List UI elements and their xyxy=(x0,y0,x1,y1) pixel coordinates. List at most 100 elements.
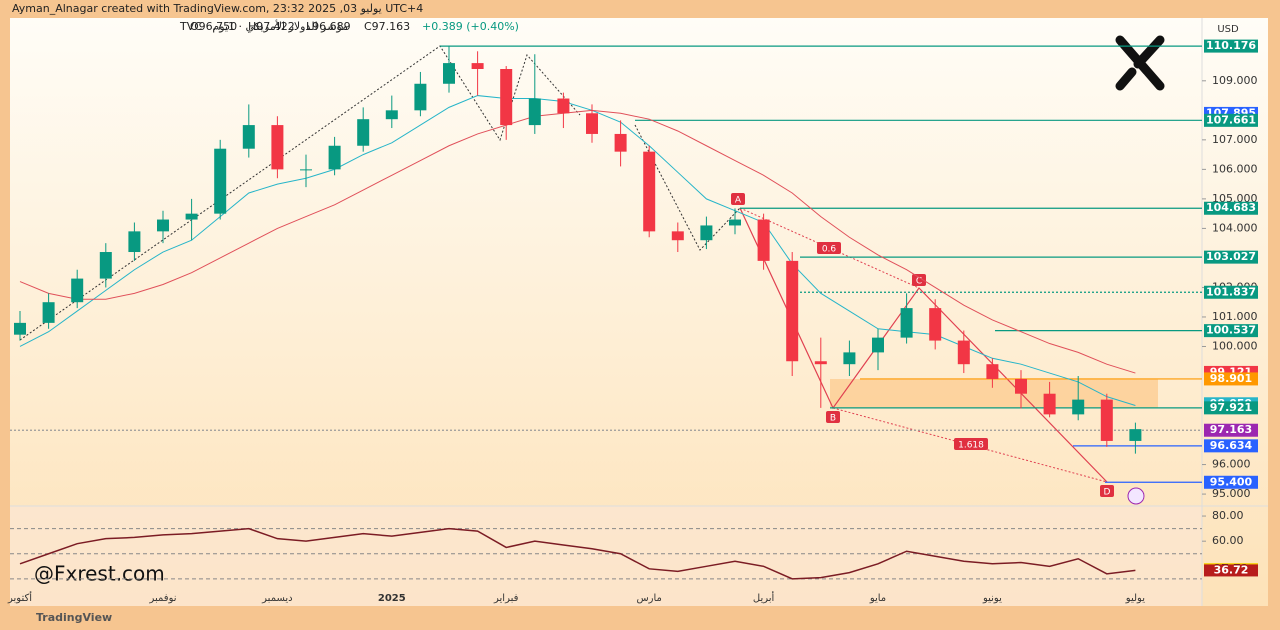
candle-body xyxy=(14,322,26,335)
chart-title: مؤشر الدولار الأمريكي · 1يوم · TVC xyxy=(179,19,348,33)
x-tick-label: يونيو xyxy=(982,593,1002,604)
candle-body xyxy=(843,352,856,365)
rsi-tick-label: 80.00 xyxy=(1212,509,1244,522)
candle-body xyxy=(71,278,84,303)
label-box xyxy=(1100,485,1114,497)
pattern-label: A xyxy=(735,196,742,206)
candle-body xyxy=(271,125,284,170)
trend-line xyxy=(19,45,581,341)
x-tick-label: مارس xyxy=(636,593,661,604)
x-tick-label: فبراير xyxy=(493,593,519,604)
ohlc-value: C97.163 xyxy=(364,20,410,33)
label-box xyxy=(817,242,841,254)
candle-body xyxy=(1043,393,1056,415)
candle-body xyxy=(443,63,455,84)
level-label-box xyxy=(1204,401,1258,415)
level-label: 103.027 xyxy=(1206,250,1256,263)
y-tick-label: 104.000 xyxy=(1212,221,1258,234)
currency: USD xyxy=(1217,24,1239,35)
candle-body xyxy=(929,308,942,341)
x-tick-label: مايو xyxy=(869,593,886,604)
level-label-box xyxy=(1204,439,1258,453)
candle-body xyxy=(500,69,513,126)
level-label-box xyxy=(1204,423,1258,437)
candle-body xyxy=(700,225,713,241)
candle-body xyxy=(1129,429,1142,441)
candle-body xyxy=(814,361,827,365)
credit: Ayman_Alnagar created with TradingView.c… xyxy=(12,2,423,15)
rsi-line xyxy=(19,527,1136,580)
trend-line xyxy=(634,124,741,251)
level-label-box xyxy=(1204,201,1258,215)
watermark: @Fxrest.com xyxy=(34,562,165,586)
candle-body xyxy=(586,113,598,134)
candle-body xyxy=(300,169,312,171)
candle-body xyxy=(757,219,770,261)
candle-body xyxy=(1100,399,1113,441)
candle-body xyxy=(414,83,427,111)
candle-body xyxy=(357,119,370,146)
level-label: 107.661 xyxy=(1206,113,1256,126)
y-tick-label: 95.000 xyxy=(1212,487,1251,500)
candle-body xyxy=(557,98,570,114)
level-label-box xyxy=(1204,113,1258,127)
y-tick-label: 109.000 xyxy=(1212,74,1258,87)
pattern-label: B xyxy=(830,414,836,424)
level-label-box xyxy=(1204,39,1258,53)
x-tick-label: يوليو xyxy=(1125,593,1145,604)
moving-average xyxy=(19,95,1136,406)
ratio-label: 0.6 xyxy=(822,245,837,255)
y-tick-label: 105.000 xyxy=(1212,192,1258,205)
level-label-box xyxy=(1204,324,1258,338)
rsi-tick-label: 60.00 xyxy=(1212,534,1244,547)
candle-body xyxy=(185,213,198,220)
brand: TradingView xyxy=(36,611,112,624)
candle-body xyxy=(328,145,341,170)
pattern-label: D xyxy=(1104,488,1111,498)
rsi-label-box xyxy=(1204,564,1258,577)
y-tick-label: 101.000 xyxy=(1212,310,1258,323)
level-label: 98.901 xyxy=(1210,372,1252,385)
level-label: 104.683 xyxy=(1206,201,1256,214)
candle-body xyxy=(42,302,55,323)
y-tick-label: 100.000 xyxy=(1212,339,1258,352)
candle-body xyxy=(643,151,656,232)
level-label: 95.400 xyxy=(1210,475,1253,488)
alert-icon[interactable] xyxy=(1127,487,1145,505)
candle-body xyxy=(614,133,627,152)
level-label: 97.921 xyxy=(1210,401,1252,414)
level-label-box xyxy=(1204,285,1258,299)
ratio-label: 1.618 xyxy=(958,441,984,451)
pattern-label: C xyxy=(916,277,922,287)
y-tick-label: 96.000 xyxy=(1212,458,1251,471)
ohlc-value: L96.689 xyxy=(306,20,351,33)
y-tick-label: 106.000 xyxy=(1212,162,1258,175)
level-label-box xyxy=(1204,250,1258,264)
candle-body xyxy=(385,110,398,120)
label-box xyxy=(912,274,926,286)
level-label-box xyxy=(1204,372,1258,386)
candle-body xyxy=(957,340,970,365)
level-label-box xyxy=(1204,475,1258,489)
level-label: 110.176 xyxy=(1206,39,1256,52)
candle-body xyxy=(471,63,484,70)
candle-body xyxy=(157,219,169,232)
x-tick-label: ديسمبر xyxy=(261,593,292,604)
harmonic-ratio xyxy=(739,207,920,289)
candle-body xyxy=(986,364,999,379)
x-tick-label: أكتوبر xyxy=(7,591,32,604)
ohlc-value: H97.422 xyxy=(248,20,295,33)
candle-body xyxy=(242,125,255,149)
x-tick-label: أبريل xyxy=(753,591,775,604)
candle-body xyxy=(1072,399,1085,415)
candle-body xyxy=(872,337,884,353)
ohlc-value: O96.750 xyxy=(190,20,237,33)
candle-body xyxy=(128,231,141,253)
level-label: 96.634 xyxy=(1210,439,1253,452)
level-label: 100.537 xyxy=(1206,324,1256,337)
rsi-label: 36.72 xyxy=(1214,563,1249,576)
moving-average xyxy=(19,109,1136,374)
candle-body xyxy=(786,260,799,362)
